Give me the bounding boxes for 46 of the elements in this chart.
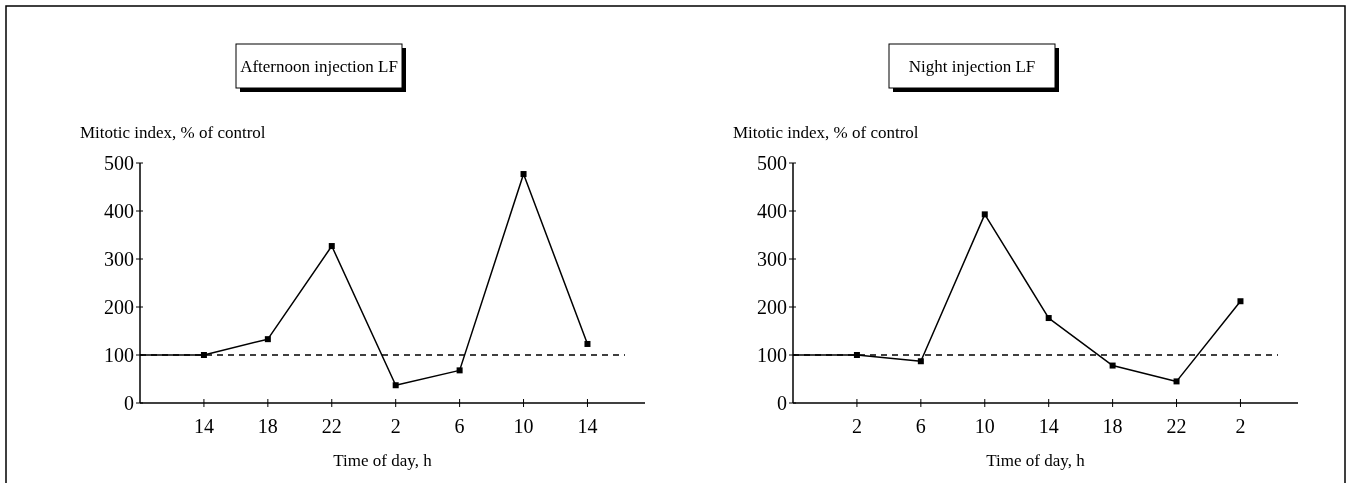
x-tick-label: 10 (513, 415, 534, 437)
y-tick-label: 200 (757, 296, 787, 318)
x-tick-label: 2 (1235, 415, 1246, 437)
x-tick-label: 14 (1038, 415, 1059, 437)
y-tick-label: 300 (757, 248, 787, 270)
point (520, 171, 527, 178)
y-tick-label: 300 (104, 248, 134, 270)
y-axis-title: Mitotic index, % of control (733, 123, 919, 142)
x-tick-label: 18 (257, 415, 278, 437)
point (264, 336, 271, 343)
y-tick-label: 400 (104, 200, 134, 222)
point (917, 358, 924, 365)
point (981, 211, 988, 218)
point (456, 367, 463, 374)
y-tick-label: 500 (757, 152, 787, 174)
point (328, 243, 335, 250)
point (1045, 315, 1052, 322)
x-tick-label: 10 (974, 415, 995, 437)
x-tick-label: 6 (454, 415, 465, 437)
x-axis-title: Time of day, h (986, 451, 1086, 470)
x-tick-label: 18 (1102, 415, 1123, 437)
x-tick-label: 22 (1166, 415, 1187, 437)
x-tick-label: 2 (851, 415, 862, 437)
y-tick-label: 200 (104, 296, 134, 318)
x-tick-label: 2 (390, 415, 401, 437)
x-tick-label: 14 (577, 415, 598, 437)
y-axis-title: Mitotic index, % of control (80, 123, 266, 142)
point (853, 352, 860, 358)
y-tick-label: 400 (757, 200, 787, 222)
chart-title: Night injection LF (908, 57, 1036, 76)
point (1237, 298, 1244, 305)
point (1173, 378, 1180, 385)
y-tick-label: 100 (104, 344, 134, 366)
y-tick-label: 0 (777, 392, 787, 414)
y-tick-label: 100 (757, 344, 787, 366)
y-tick-label: 500 (104, 152, 134, 174)
x-axis-title: Time of day, h (333, 451, 433, 470)
point (200, 352, 207, 358)
point (1109, 362, 1116, 369)
point (392, 382, 399, 389)
x-tick-label: 6 (915, 415, 926, 437)
y-tick-label: 0 (124, 392, 134, 414)
x-tick-label: 22 (321, 415, 342, 437)
x-tick-label: 14 (193, 415, 214, 437)
chart-title: Afternoon injection LF (240, 57, 398, 76)
point (584, 340, 591, 347)
